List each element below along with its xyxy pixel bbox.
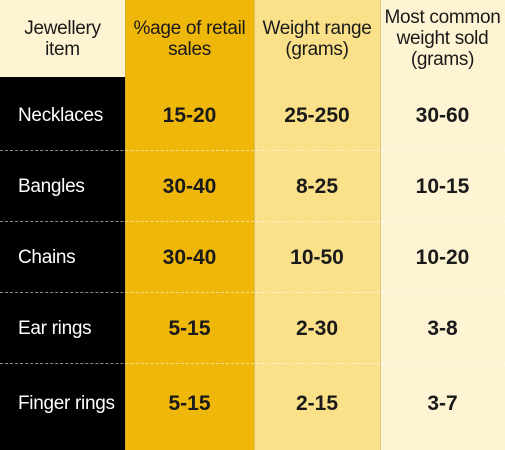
row-divider xyxy=(0,363,505,364)
weight-range-value: 10-50 xyxy=(290,245,344,269)
common-weight-value: 10-15 xyxy=(415,174,470,198)
weight-range-value: 2-30 xyxy=(295,316,339,340)
retail-sales-value: 15-20 xyxy=(162,104,217,127)
retail-sales-column-bg xyxy=(125,77,254,450)
retail-sales-value: 5-15 xyxy=(168,392,211,415)
row-label-finger-rings: Finger rings xyxy=(18,393,115,414)
column-divider xyxy=(254,0,255,450)
row-label-ear-rings: Ear rings xyxy=(18,317,92,339)
item-column-bg xyxy=(0,77,125,450)
row-label-chains: Chains xyxy=(18,246,76,268)
row-divider xyxy=(0,150,505,151)
column-divider xyxy=(380,0,381,450)
row-label-necklaces: Necklaces xyxy=(18,105,103,126)
header-weight-range: Weight range (grams) xyxy=(254,0,380,77)
header-retail-sales: %age of retail sales xyxy=(125,0,254,77)
common-weight-value: 3-8 xyxy=(427,316,458,340)
header-jewellery-item: Jewellery item xyxy=(0,0,125,77)
row-divider xyxy=(0,221,505,222)
retail-sales-value: 30-40 xyxy=(162,174,217,198)
common-weight-value: 10-20 xyxy=(415,245,470,269)
weight-range-value: 25-250 xyxy=(284,104,350,127)
column-divider xyxy=(125,0,126,450)
weight-range-value: 8-25 xyxy=(295,174,339,198)
table-header: Jewellery item %age of retail sales Weig… xyxy=(0,0,505,77)
retail-sales-value: 5-15 xyxy=(168,316,211,340)
weight-range-value: 2-15 xyxy=(295,392,339,415)
common-weight-value: 30-60 xyxy=(415,104,470,127)
retail-sales-value: 30-40 xyxy=(162,245,217,269)
weight-range-column-bg xyxy=(254,77,380,450)
common-weight-column-bg xyxy=(380,77,505,450)
row-divider xyxy=(0,292,505,293)
row-label-bangles: Bangles xyxy=(18,175,85,197)
header-common-weight: Most common weight sold (grams) xyxy=(380,0,505,77)
common-weight-value: 3-7 xyxy=(427,392,458,415)
